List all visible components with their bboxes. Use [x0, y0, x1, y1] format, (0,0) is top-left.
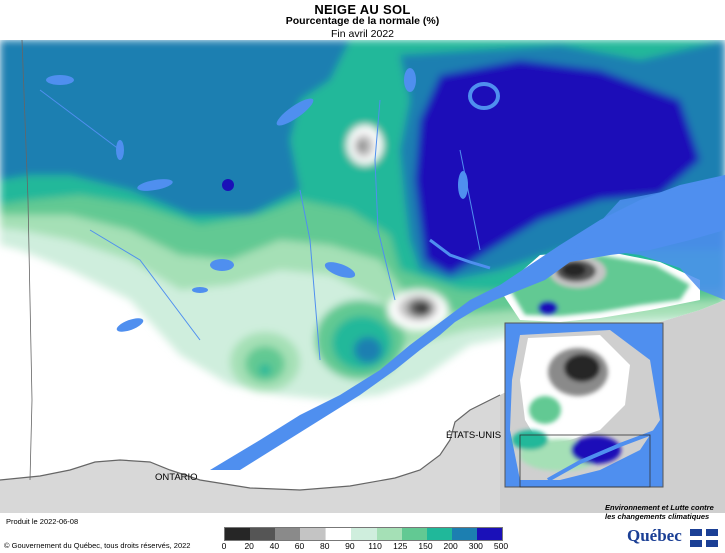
map-subtitle: Pourcentage de la normale (%) [285, 15, 440, 27]
map-title: NEIGE AU SOL [314, 2, 411, 17]
legend-ticks: 0 20 40 60 80 90 110 125 150 200 300 500 [214, 541, 514, 553]
legend-tick-label: 90 [345, 541, 355, 551]
legend-tick-label: 150 [418, 541, 433, 551]
legend-tick-label: 200 [443, 541, 458, 551]
legend-tick-label: 110 [368, 541, 382, 551]
legend-swatch [250, 528, 276, 540]
legend-tick-label: 20 [244, 541, 254, 551]
quebec-border-west [21, 40, 33, 481]
high-snow-spot [222, 179, 234, 191]
copyright: © Gouvernement du Québec, tous droits ré… [4, 541, 191, 550]
saguenay-river [429, 238, 491, 270]
legend-swatch [275, 528, 301, 540]
legend-swatch [476, 528, 503, 540]
ontario-land [0, 395, 500, 513]
quebec-logo: Québec [627, 526, 682, 545]
legend-swatch [451, 528, 477, 540]
ministry-name: Environnement et Lutte contre les change… [605, 503, 714, 521]
legend-tick-label: 60 [294, 541, 305, 551]
lakes [46, 68, 500, 332]
gulf-water [570, 180, 725, 300]
snow-map [0, 40, 725, 513]
legend-swatch [376, 528, 402, 540]
quebec-border [0, 394, 501, 491]
fleurdelise-icon [690, 529, 718, 547]
legend-swatch [225, 528, 251, 540]
legend-tick-label: 125 [393, 541, 408, 551]
color-legend [224, 527, 503, 541]
legend-tick-label: 40 [269, 541, 280, 551]
label-ontario: ONTARIO [155, 472, 198, 483]
rivers [39, 89, 481, 361]
legend-swatch [300, 528, 326, 540]
legend-swatch [401, 528, 427, 540]
legend-tick-label: 80 [319, 541, 330, 551]
map-period: Fin avril 2022 [330, 28, 395, 40]
legend-swatch [426, 528, 452, 540]
legend-tick-label: 500 [493, 541, 509, 551]
production-date: Produit le 2022-06-08 [6, 517, 79, 526]
label-etats-unis: ÉTATS-UNIS [446, 430, 502, 441]
legend-swatch [351, 528, 377, 540]
inset-map [504, 322, 664, 488]
legend-swatch [325, 528, 352, 540]
legend-tick-label: 300 [468, 541, 483, 551]
legend-tick-label: 0 [221, 541, 227, 551]
